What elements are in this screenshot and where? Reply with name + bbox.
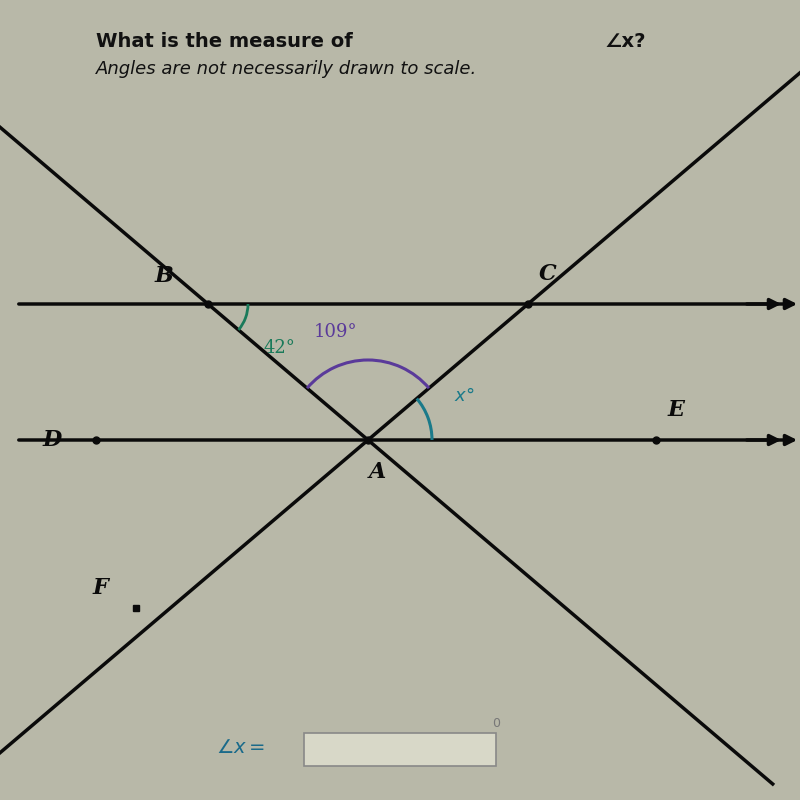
Text: E: E bbox=[667, 398, 685, 421]
Text: Angles are not necessarily drawn to scale.: Angles are not necessarily drawn to scal… bbox=[96, 60, 478, 78]
Text: C: C bbox=[539, 262, 557, 285]
Text: 0: 0 bbox=[492, 717, 500, 730]
Text: What is the measure of: What is the measure of bbox=[96, 32, 359, 51]
Text: $\angle x=$: $\angle x=$ bbox=[216, 739, 265, 757]
FancyBboxPatch shape bbox=[304, 733, 496, 766]
Text: F: F bbox=[92, 577, 108, 599]
Text: D: D bbox=[42, 429, 62, 451]
Text: B: B bbox=[154, 265, 174, 287]
Text: ∠x?: ∠x? bbox=[604, 32, 646, 51]
Text: 109°: 109° bbox=[314, 323, 358, 341]
Text: 42°: 42° bbox=[264, 339, 296, 357]
Text: A: A bbox=[369, 461, 386, 483]
Text: $x°$: $x°$ bbox=[454, 387, 474, 405]
